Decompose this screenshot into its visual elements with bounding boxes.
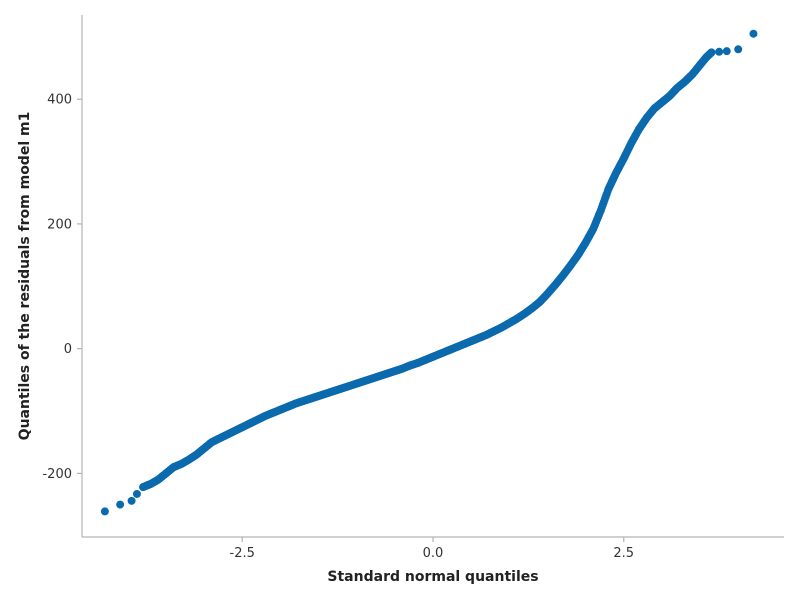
data-point: [127, 496, 136, 505]
data-point: [132, 489, 141, 498]
y-tick-label: 0: [64, 342, 72, 357]
x-axis-title: Standard normal quantiles: [327, 569, 538, 585]
x-tick-label: -2.5: [230, 546, 255, 561]
data-point: [100, 507, 109, 516]
ticks: -2.5 0.0 2.5 -200 0 200 400: [42, 93, 634, 561]
data-point: [749, 29, 758, 38]
x-tick-label: 2.5: [613, 546, 634, 561]
data-point: [722, 47, 731, 56]
y-tick-label: 200: [47, 217, 72, 232]
y-tick-label: -200: [42, 467, 72, 482]
data-point: [734, 45, 743, 54]
x-tick-label: 0.0: [423, 546, 444, 561]
y-tick-label: 400: [47, 93, 72, 108]
y-axis-title: Quantiles of the residuals from model m1: [17, 112, 33, 441]
data-point: [715, 47, 724, 56]
data-point: [116, 500, 125, 509]
data-point: [707, 48, 716, 57]
data-points: [100, 29, 758, 516]
